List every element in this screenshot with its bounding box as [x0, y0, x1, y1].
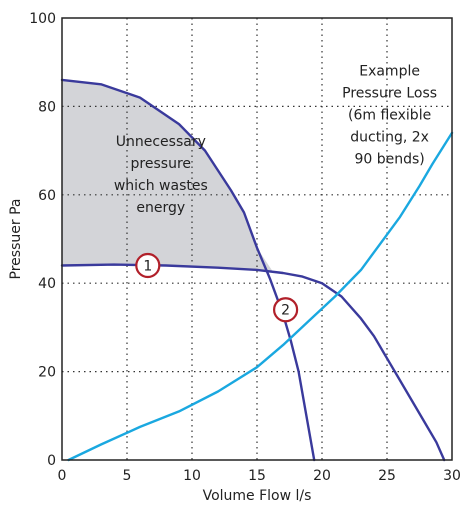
grid-layer — [62, 18, 452, 460]
series-line-2 — [60, 263, 446, 462]
series-layer — [60, 78, 454, 462]
annotation-2: Example Pressure Loss (6m flexible ducting,… — [342, 63, 437, 167]
y-tick-label: 60 — [38, 188, 56, 204]
marker-circle-1 — [135, 252, 161, 279]
series-line-3 — [67, 131, 454, 462]
y-tick-label: 40 — [38, 276, 56, 292]
y-tick-label: 100 — [29, 11, 56, 27]
annotation-line: 90 bends) — [354, 151, 424, 167]
wasted-pressure-area — [62, 79, 273, 272]
marker-label-1: 1 — [143, 259, 152, 275]
series-line-1 — [60, 78, 316, 462]
tick-label-layer: 0 5 10 15 20 25 30 0 20 40 60 80 100 — [29, 11, 461, 484]
annotation-layer: Unnecessary pressure which wastes energy Exa… — [114, 63, 437, 216]
annotation-line: which wastes — [114, 178, 208, 194]
x-tick-label: 30 — [443, 468, 461, 484]
x-tick-label: 0 — [58, 468, 67, 484]
annotation-line: (6m flexible — [348, 107, 431, 123]
marker-label-2: 2 — [281, 303, 290, 319]
annotation-line: energy — [136, 200, 185, 216]
annotation-line: Unnecessary — [116, 134, 206, 150]
x-axis-label: Volume Flow l/s — [203, 488, 312, 504]
annotation-line: ducting, 2x — [350, 129, 429, 145]
x-tick-label: 5 — [123, 468, 132, 484]
x-tick-label: 20 — [313, 468, 331, 484]
marker-layer: 12 — [135, 252, 299, 323]
y-tick-label: 80 — [38, 99, 56, 115]
x-tick-label: 25 — [378, 468, 396, 484]
annotation-line: pressure — [131, 156, 191, 172]
y-tick-label: 0 — [47, 453, 56, 469]
y-axis-label: Pressuer Pa — [8, 199, 24, 280]
x-tick-label: 15 — [248, 468, 266, 484]
x-tick-label: 10 — [183, 468, 201, 484]
y-tick-label: 20 — [38, 365, 56, 381]
annotation-line: Pressure Loss — [342, 85, 437, 101]
marker-circle-2 — [273, 297, 299, 323]
annotation-1: Unnecessary pressure which wastes energy — [114, 134, 208, 216]
annotation-line: Example — [359, 63, 420, 79]
plot-frame — [61, 17, 453, 461]
shaded-region-layer — [62, 79, 273, 272]
